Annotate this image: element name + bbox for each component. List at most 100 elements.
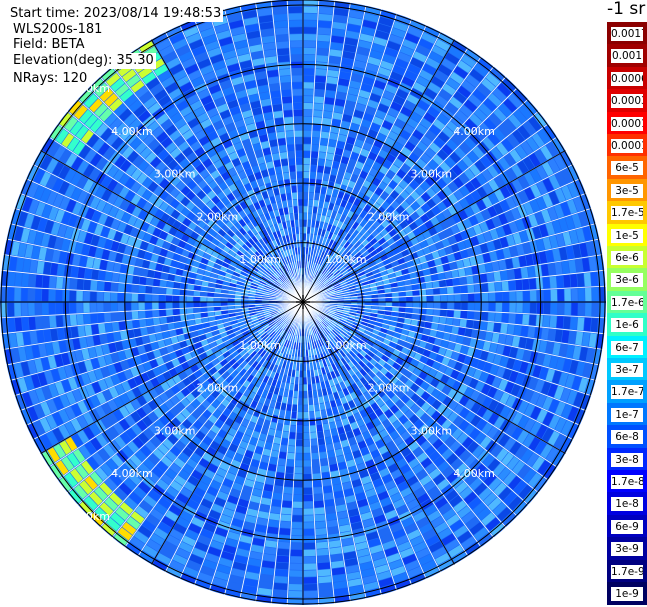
range-bin-cell <box>459 486 473 500</box>
range-bin-cell <box>418 371 428 381</box>
range-bin-cell <box>254 446 264 455</box>
range-bin-cell <box>584 209 595 225</box>
range-bin-cell <box>325 335 331 342</box>
range-bin-cell <box>364 581 379 591</box>
range-bin-cell <box>358 125 369 135</box>
range-bin-cell <box>365 326 374 333</box>
range-bin-cell <box>462 436 474 449</box>
range-bin-cell <box>554 171 567 187</box>
range-bin-cell <box>341 285 349 290</box>
range-bin-cell <box>422 328 431 336</box>
range-bin-cell <box>554 385 565 400</box>
range-bin-cell <box>317 257 323 265</box>
range-bin-cell <box>403 469 415 481</box>
range-bin-cell <box>432 280 440 288</box>
range-bin-cell <box>84 268 93 280</box>
range-bin-cell <box>496 142 509 156</box>
range-bin-cell <box>303 412 309 419</box>
range-bin-cell <box>368 261 376 268</box>
range-bin-cell <box>139 276 147 285</box>
range-bin-cell <box>421 32 437 44</box>
range-bin-cell <box>318 324 323 331</box>
range-bin-cell <box>386 358 395 367</box>
range-bin-cell <box>247 421 256 430</box>
range-bin-cell <box>197 481 209 492</box>
range-bin-cell <box>415 547 431 560</box>
range-bin-cell <box>440 302 448 310</box>
range-bin-cell <box>273 387 280 395</box>
range-bin-cell <box>310 276 314 284</box>
range-bin-cell <box>310 370 315 377</box>
range-bin-cell <box>124 302 132 311</box>
range-bin-cell <box>331 35 345 44</box>
range-bin-cell <box>398 352 407 360</box>
range-bin-cell <box>200 498 213 509</box>
range-bin-cell <box>337 237 344 245</box>
range-bin-cell <box>397 152 408 163</box>
ray-separator <box>302 301 606 319</box>
range-bin-cell <box>218 557 233 568</box>
range-bin-cell <box>367 323 375 329</box>
range-bin-cell <box>261 560 275 569</box>
range-bin-cell <box>303 75 315 82</box>
range-bin-cell <box>14 317 23 332</box>
range-bin-cell <box>437 201 447 212</box>
range-bin-cell <box>450 224 460 235</box>
range-bin-cell <box>331 406 339 415</box>
range-bin-cell <box>385 84 398 95</box>
range-bin-cell <box>410 481 423 492</box>
range-bin-cell <box>423 164 434 175</box>
range-bin-cell <box>354 139 364 148</box>
range-bin-cell <box>407 266 416 274</box>
range-bin-cell <box>394 327 403 334</box>
range-bin-cell <box>132 275 140 285</box>
range-bin-cell <box>307 220 312 227</box>
range-bin-cell <box>501 512 517 527</box>
range-bin-cell <box>405 560 420 572</box>
range-bin-cell <box>448 399 459 411</box>
range-bin-cell <box>579 242 588 257</box>
range-bin-cell <box>69 278 77 290</box>
range-bin-cell <box>444 227 454 238</box>
range-bin-cell <box>377 314 384 319</box>
range-bin-cell <box>450 369 460 380</box>
range-bin-cell <box>355 434 364 443</box>
range-bin-cell <box>268 519 280 528</box>
range-bin-cell <box>322 252 328 259</box>
range-bin-cell <box>347 332 355 338</box>
range-bin-cell <box>437 403 448 414</box>
range-bin-cell <box>245 397 253 406</box>
range-bin-cell <box>97 281 105 291</box>
range-bin-cell <box>145 302 152 310</box>
range-bin-cell <box>570 316 578 330</box>
range-bin-cell <box>275 343 281 351</box>
range-bin-cell <box>327 263 333 270</box>
range-bin-cell <box>172 308 180 316</box>
range-bin-cell <box>353 60 367 69</box>
range-bin-cell <box>415 44 431 57</box>
range-bin-cell <box>345 394 353 402</box>
range-bin-cell <box>378 250 386 257</box>
range-bin-cell <box>372 268 380 275</box>
range-bin-cell <box>566 199 578 214</box>
range-bin-cell <box>551 138 565 154</box>
range-bin-cell <box>419 118 432 129</box>
range-bin-cell <box>467 441 479 454</box>
range-bin-cell <box>42 316 50 329</box>
range-bin-cell <box>398 244 407 252</box>
range-bin-cell <box>425 315 433 322</box>
range-bin-cell <box>291 411 297 419</box>
range-bin-cell <box>547 206 558 221</box>
range-bin-cell <box>493 108 507 122</box>
range-bin-cell <box>324 327 331 334</box>
range-bin-cell <box>351 374 360 383</box>
range-bin-cell <box>516 302 523 313</box>
range-bin-cell <box>238 424 247 434</box>
range-bin-cell <box>250 459 260 468</box>
range-bin-cell <box>404 436 415 447</box>
range-bin-cell <box>375 245 384 254</box>
range-bin-cell <box>303 418 310 426</box>
range-bin-cell <box>433 295 441 302</box>
range-bin-cell <box>312 206 318 214</box>
range-bin-cell <box>294 473 303 481</box>
